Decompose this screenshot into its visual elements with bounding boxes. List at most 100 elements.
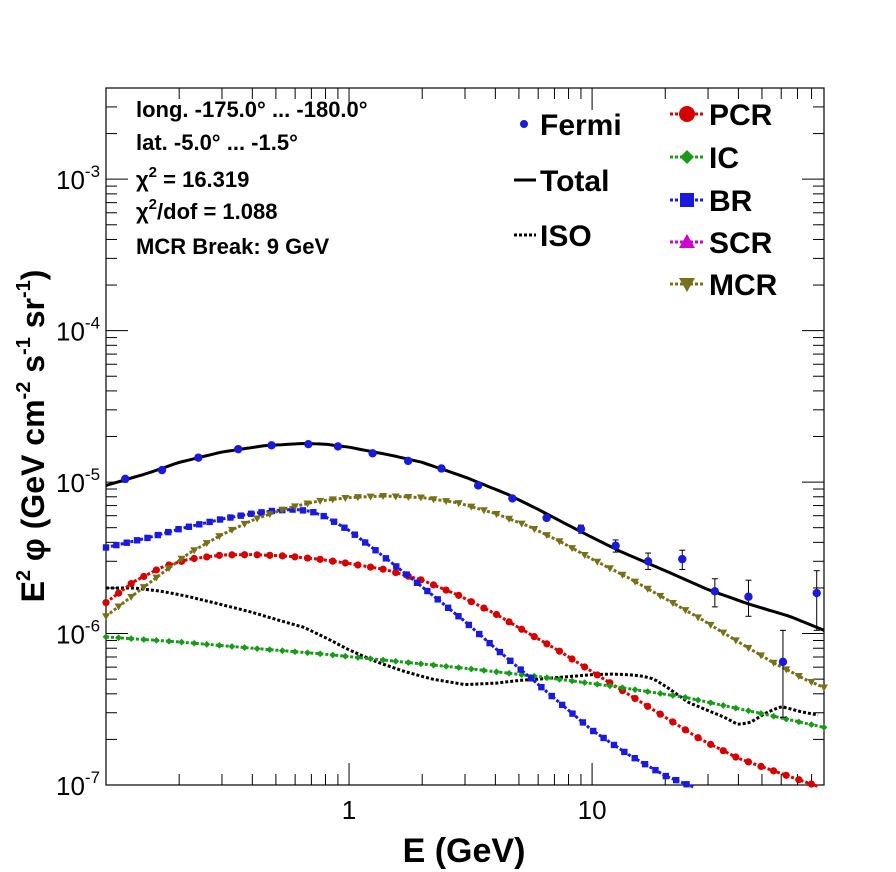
series-mcr-marker bbox=[227, 526, 236, 534]
legend-iso-label: ISO bbox=[540, 220, 592, 253]
series-mcr-marker bbox=[190, 547, 199, 555]
series-total-line bbox=[105, 441, 825, 632]
series-br-marker bbox=[102, 544, 110, 551]
info-longitude: long. -175.0° ... -180.0° bbox=[136, 97, 368, 122]
fermi-points bbox=[121, 439, 821, 718]
series-mcr-marker bbox=[580, 552, 589, 560]
legend-total-label: Total bbox=[540, 165, 609, 198]
series-br-marker bbox=[610, 741, 618, 749]
series-ic bbox=[102, 633, 828, 731]
series-pcr-marker bbox=[429, 581, 438, 589]
series-mcr-marker bbox=[454, 500, 463, 508]
series-ic-marker bbox=[442, 662, 450, 670]
series-br-marker bbox=[237, 512, 244, 519]
series-mcr-marker bbox=[265, 511, 274, 519]
fermi-point bbox=[121, 474, 130, 484]
series-pcr-marker bbox=[152, 566, 160, 574]
y-label-close: ) bbox=[15, 270, 51, 281]
y-label-sup-sr: -1 bbox=[13, 280, 35, 298]
fermi-point bbox=[508, 494, 517, 503]
series-pcr-marker bbox=[303, 554, 312, 562]
series-ic-marker bbox=[606, 682, 614, 690]
series-ic-marker bbox=[291, 648, 299, 656]
series-ic-marker bbox=[140, 636, 148, 643]
series-mcr-marker bbox=[782, 666, 791, 674]
series-mcr-marker bbox=[605, 565, 614, 573]
series-br-marker bbox=[372, 547, 379, 554]
series-pcr-marker bbox=[782, 771, 790, 779]
series-pcr-marker bbox=[795, 776, 803, 784]
series-mcr-marker bbox=[731, 637, 740, 645]
series-mcr-marker bbox=[102, 613, 110, 621]
series-br-marker bbox=[424, 587, 431, 595]
series-pcr-marker bbox=[190, 554, 198, 563]
fermi-point bbox=[368, 449, 377, 458]
series-br-marker bbox=[683, 781, 690, 788]
series-br-marker bbox=[154, 531, 162, 539]
series-br-marker bbox=[185, 523, 193, 530]
info-chi2: χ2 = 16.319 bbox=[136, 164, 249, 192]
y-label-e: E bbox=[15, 581, 51, 602]
series-br-marker bbox=[496, 648, 504, 656]
fermi-point bbox=[710, 587, 720, 596]
y-axis-label: E2 φ (GeV cm-2 s-1 sr-1) bbox=[13, 270, 51, 603]
series-mcr-marker bbox=[744, 644, 753, 652]
series-br-marker bbox=[403, 571, 410, 578]
series-pcr-marker bbox=[253, 551, 261, 559]
info-mcr-break: MCR Break: 9 GeV bbox=[136, 234, 330, 259]
series-pcr-marker bbox=[505, 618, 513, 626]
series-pcr-marker bbox=[203, 553, 211, 561]
series-ic-marker bbox=[241, 644, 248, 651]
series-ic-marker bbox=[102, 633, 110, 641]
series-pcr-marker bbox=[114, 589, 123, 597]
axis-ticks: 1 10 10-7 10-6 10-5 10-4 10-3 bbox=[56, 87, 825, 825]
series-br-marker bbox=[579, 719, 587, 726]
series-mcr-marker bbox=[618, 571, 627, 579]
series-br-marker bbox=[133, 537, 141, 544]
series-pcr-marker bbox=[744, 758, 753, 766]
series-br-marker bbox=[621, 748, 628, 756]
fit-info: long. -175.0° ... -180.0° lat. -5.0° ...… bbox=[136, 97, 368, 259]
series-mcr-marker bbox=[416, 494, 425, 502]
series-ic-marker bbox=[392, 657, 400, 665]
series-pcr-marker bbox=[568, 655, 576, 663]
series-ic-marker bbox=[430, 661, 437, 669]
legend-right: PCR IC BR SCR MCR bbox=[670, 99, 778, 302]
series-ic-marker bbox=[417, 660, 425, 668]
series-ic-line bbox=[105, 635, 825, 729]
series-ic-marker bbox=[203, 640, 211, 648]
series-mcr-marker bbox=[719, 629, 728, 637]
series-pcr-marker bbox=[732, 753, 740, 761]
series-pcr-marker bbox=[291, 553, 299, 561]
series-pcr-marker bbox=[492, 610, 501, 619]
fermi-point bbox=[403, 456, 413, 466]
series-mcr-marker bbox=[542, 532, 551, 540]
series-ic-marker bbox=[480, 666, 488, 674]
series-iso bbox=[106, 586, 819, 726]
series-mcr-marker bbox=[353, 494, 362, 502]
chi2-value: = 16.319 bbox=[157, 167, 249, 192]
series-ic-marker bbox=[619, 684, 626, 692]
chi-sup: 2 bbox=[149, 196, 157, 213]
x-tick-label: 1 bbox=[342, 795, 356, 825]
series-ic-marker bbox=[505, 669, 513, 677]
series-mcr-marker bbox=[429, 496, 438, 504]
series-mcr-marker bbox=[215, 533, 224, 541]
fermi-point bbox=[234, 444, 243, 454]
legend-ic-marker bbox=[680, 150, 694, 164]
info-chi2-dof: χ2/dof = 1.088 bbox=[136, 196, 277, 224]
series-pcr-marker bbox=[455, 591, 463, 599]
fermi-point bbox=[611, 541, 620, 550]
series-br-marker bbox=[227, 514, 234, 521]
series-pcr-marker bbox=[770, 767, 778, 775]
series-br-marker bbox=[320, 512, 327, 520]
series-mcr-marker bbox=[681, 607, 690, 615]
series-pcr-marker bbox=[694, 734, 702, 742]
series-pcr-marker bbox=[127, 579, 135, 588]
fermi-point bbox=[157, 465, 167, 475]
series-ic-marker bbox=[581, 679, 589, 687]
series-ic-marker bbox=[367, 655, 374, 663]
series-br-marker bbox=[455, 613, 462, 620]
series-ic-marker bbox=[757, 710, 765, 717]
series-pcr-marker bbox=[266, 551, 274, 559]
